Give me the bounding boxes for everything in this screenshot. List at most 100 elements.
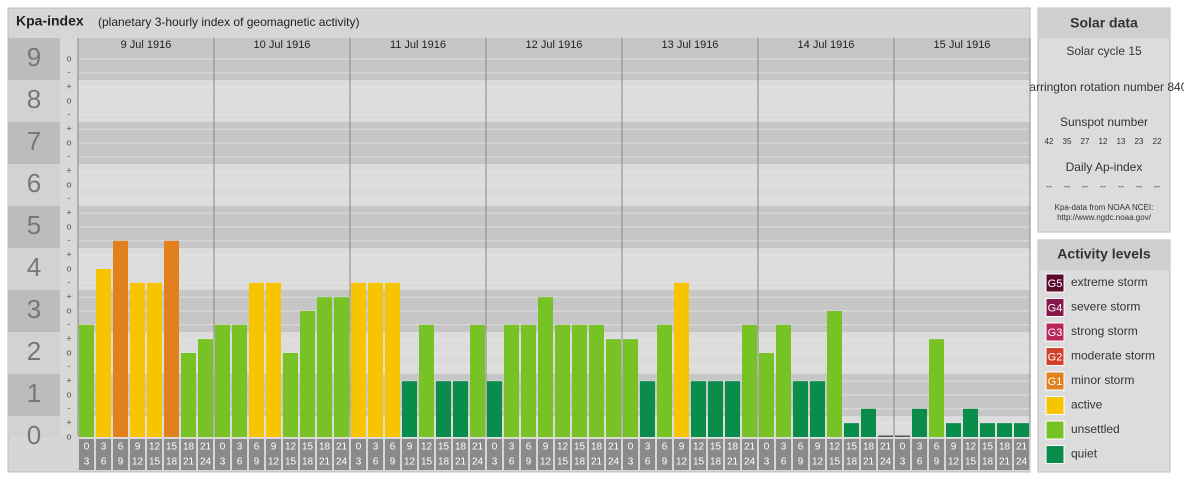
bar [96, 269, 111, 437]
time-end: 24 [472, 457, 484, 468]
time-start: 12 [693, 442, 705, 453]
bar [334, 297, 349, 437]
time-cell [674, 439, 689, 470]
time-end: 12 [540, 457, 552, 468]
level-swatch [1045, 445, 1065, 464]
time-cell [96, 439, 111, 470]
time-start: 21 [336, 442, 348, 453]
time-cell [878, 439, 893, 470]
time-end: 15 [965, 457, 977, 468]
chart-subtitle: (planetary 3-hourly index of geomagnetic… [98, 15, 359, 29]
bar [402, 381, 417, 437]
time-start: 18 [999, 442, 1011, 453]
time-end: 12 [948, 457, 960, 468]
time-cell [640, 439, 655, 470]
bar [181, 353, 196, 437]
level-name: minor storm [1071, 373, 1134, 387]
time-cell [181, 439, 196, 470]
sunspot-value: 35 [1063, 137, 1072, 146]
bar [249, 282, 264, 437]
bar [742, 324, 757, 437]
time-start: 6 [118, 442, 124, 453]
source: Kpa-data from NOAA NCEI: [1055, 203, 1154, 212]
bar [538, 297, 553, 437]
levels-header [1038, 240, 1170, 270]
time-start: 21 [880, 442, 892, 453]
time-cell [504, 439, 519, 470]
time-cell [810, 439, 825, 470]
ap-value: -- [1082, 181, 1088, 191]
minor-tick-label: o [66, 221, 71, 231]
bar [555, 324, 570, 437]
time-start: 9 [815, 442, 821, 453]
ap-title: Daily Ap-index [1066, 160, 1143, 174]
y-tick-label: 0 [27, 420, 41, 450]
time-start: 0 [628, 442, 634, 453]
time-cell [317, 439, 332, 470]
time-start: 12 [421, 442, 433, 453]
level-name: moderate storm [1071, 349, 1155, 363]
minor-tick-label: o [66, 179, 71, 189]
ap-value: -- [1136, 181, 1142, 191]
time-end: 12 [812, 457, 824, 468]
time-start: 15 [574, 442, 586, 453]
minor-tick-label: + [66, 250, 71, 260]
sunspot-value: 23 [1135, 137, 1144, 146]
bar [759, 353, 774, 437]
time-cell [198, 439, 213, 470]
sunspot-value: 22 [1153, 137, 1162, 146]
band [78, 416, 1030, 437]
time-start: 18 [863, 442, 875, 453]
bar [164, 240, 179, 437]
time-end: 9 [662, 457, 668, 468]
level-name: quiet [1071, 447, 1098, 461]
time-end: 24 [200, 457, 212, 468]
time-start: 9 [543, 442, 549, 453]
time-end: 15 [285, 457, 297, 468]
time-cell [912, 439, 927, 470]
band-label [8, 80, 60, 122]
bar [79, 324, 94, 437]
band-label [8, 122, 60, 164]
time-cell [334, 439, 349, 470]
ap-value: -- [1064, 181, 1070, 191]
time-end: 12 [404, 457, 416, 468]
level-swatch [1045, 396, 1065, 415]
minor-tick-label: - [68, 193, 71, 203]
time-end: 21 [999, 457, 1011, 468]
minor-tick-label: o [66, 263, 71, 273]
time-cell [589, 439, 604, 470]
time-cell [538, 439, 553, 470]
time-start: 12 [965, 442, 977, 453]
time-cell [980, 439, 995, 470]
time-end: 12 [132, 457, 144, 468]
time-cell [521, 439, 536, 470]
time-end: 3 [764, 457, 770, 468]
ap-value: -- [1100, 181, 1106, 191]
level-badge: G4 [1048, 302, 1063, 314]
time-end: 3 [900, 457, 906, 468]
time-start: 21 [200, 442, 212, 453]
time-start: 15 [710, 442, 722, 453]
minor-tick-label: o [66, 431, 71, 441]
time-end: 18 [710, 457, 722, 468]
bar [130, 282, 145, 437]
time-start: 9 [407, 442, 413, 453]
bar [198, 339, 213, 437]
band-label [8, 290, 60, 332]
day-label: 9 Jul 1916 [121, 39, 172, 51]
bar [232, 324, 247, 437]
time-cell [79, 439, 94, 470]
minor-col [60, 38, 78, 437]
bar [419, 324, 434, 437]
time-cell [827, 439, 842, 470]
time-cell [691, 439, 706, 470]
time-end: 21 [863, 457, 875, 468]
bar [572, 324, 587, 437]
time-cell [368, 439, 383, 470]
minor-tick-label: + [66, 82, 71, 92]
bar [385, 282, 400, 437]
time-start: 3 [781, 442, 787, 453]
time-start: 9 [271, 442, 277, 453]
bar [436, 381, 451, 437]
